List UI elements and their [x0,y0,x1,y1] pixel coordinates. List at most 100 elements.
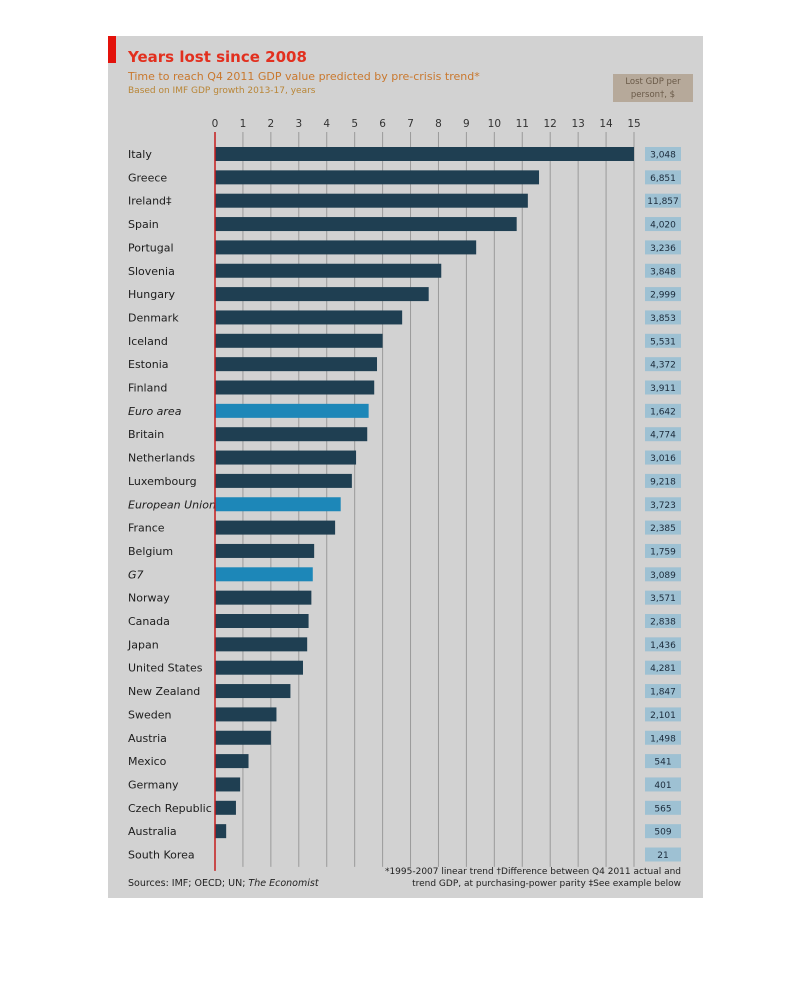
chart-subtitle-secondary: Based on IMF GDP growth 2013-17, years [128,86,316,96]
footnote-line-2: trend GDP, at purchasing-power parity ‡S… [412,879,681,889]
lost-gdp-value: 5,531 [650,337,676,347]
footnote: *1995-2007 linear trend †Difference betw… [351,866,681,890]
chart-title: Years lost since 2008 [128,48,307,66]
lost-gdp-value: 3,911 [650,384,676,394]
country-bar [215,473,352,488]
aggregate-bar [215,403,369,418]
lost-gdp-value: 3,089 [650,571,676,581]
x-tick-label: 15 [627,118,640,130]
lost-gdp-box [645,754,681,769]
country-bar [215,170,540,185]
x-tick-label: 8 [435,118,442,130]
lost-gdp-box [645,614,681,628]
x-tick-label: 1 [240,118,247,130]
category-label: Hungary [128,288,175,301]
x-tick-label: 10 [488,118,501,130]
country-bar [215,520,336,535]
lost-gdp-value: 401 [654,781,671,791]
lost-gdp-column-header: Lost GDP per person†, $ [613,74,693,102]
country-bar [215,147,634,161]
lost-gdp-box [645,193,681,208]
country-bar [215,824,227,839]
lost-gdp-box [645,684,681,699]
lost-gdp-value: 1,759 [650,547,676,557]
lost-gdp-box [645,287,681,302]
lost-gdp-value: 541 [654,758,671,768]
category-label: Czech Republic [128,802,212,815]
lost-gdp-value: 3,016 [650,454,676,464]
lost-gdp-value: 6,851 [650,174,676,184]
country-bar [215,684,291,699]
lost-gdp-value: 9,218 [650,477,676,487]
lost-gdp-box [645,403,681,418]
country-bar [215,800,236,815]
lost-gdp-value: 21 [657,851,668,861]
category-label: Finland [128,382,167,395]
country-bar [215,333,383,348]
category-label: Ireland‡ [128,195,172,208]
lost-gdp-value: 3,236 [650,244,676,254]
lost-gdp-box [645,357,681,372]
lost-gdp-value: 2,999 [650,291,676,301]
country-bar [215,357,378,372]
x-tick-label: 0 [212,118,219,130]
lost-gdp-box [645,777,681,792]
category-label: Slovenia [128,265,175,278]
category-label: Italy [128,148,152,161]
country-bar [215,590,312,605]
x-tick-label: 14 [599,118,613,130]
lost-gdp-box [645,660,681,675]
category-label: Iceland [128,335,168,348]
lost-gdp-value: 1,847 [650,688,676,698]
chart-panel: Years lost since 2008 Time to reach Q4 2… [108,36,703,898]
lost-gdp-box [645,730,681,745]
lost-gdp-value: 4,774 [650,431,676,441]
country-bar [215,240,477,255]
x-tick-label: 11 [516,118,529,130]
category-label: Britain [128,428,164,441]
country-bar [215,707,277,722]
lost-gdp-box [645,450,681,465]
category-label: European Union [128,498,216,511]
category-label: Luxembourg [128,475,197,488]
category-label: Australia [128,825,177,838]
lost-gdp-value: 2,838 [650,618,676,628]
sources-note: Sources: IMF; OECD; UN; The Economist [128,878,319,889]
country-bar [215,614,309,628]
lost-gdp-box [645,567,681,582]
lost-gdp-box [645,520,681,535]
lost-gdp-box [645,263,681,278]
category-label: Norway [128,592,170,605]
lost-gdp-value: 1,436 [650,641,676,651]
lost-gdp-box [645,543,681,558]
category-label: Euro area [128,405,182,418]
x-tick-label: 13 [571,118,584,130]
lost-gdp-box [645,497,681,512]
category-label: Belgium [128,545,173,558]
category-label: Greece [128,171,167,184]
x-tick-label: 2 [268,118,275,130]
country-bar [215,543,315,558]
country-bar [215,263,442,278]
lost-gdp-box [645,473,681,488]
x-tick-label: 7 [407,118,414,130]
lost-gdp-value: 11,857 [647,197,679,207]
lost-gdp-box [645,824,681,839]
category-label: Canada [128,615,170,628]
category-label: G7 [128,568,144,581]
sources-text: Sources: IMF; OECD; UN; [128,878,249,889]
lost-gdp-value: 3,723 [650,501,676,511]
lost-gdp-box [645,847,681,862]
category-label: South Korea [128,849,195,862]
lost-gdp-box [645,147,681,161]
country-bar [215,287,429,302]
lost-gdp-value: 509 [654,828,671,838]
lost-gdp-box [645,310,681,325]
lost-gdp-box [645,707,681,722]
lost-gdp-value: 3,571 [650,594,676,604]
category-label: Austria [128,732,167,745]
country-bar [215,777,241,792]
category-label: Sweden [128,708,171,721]
category-label: Japan [127,638,159,651]
